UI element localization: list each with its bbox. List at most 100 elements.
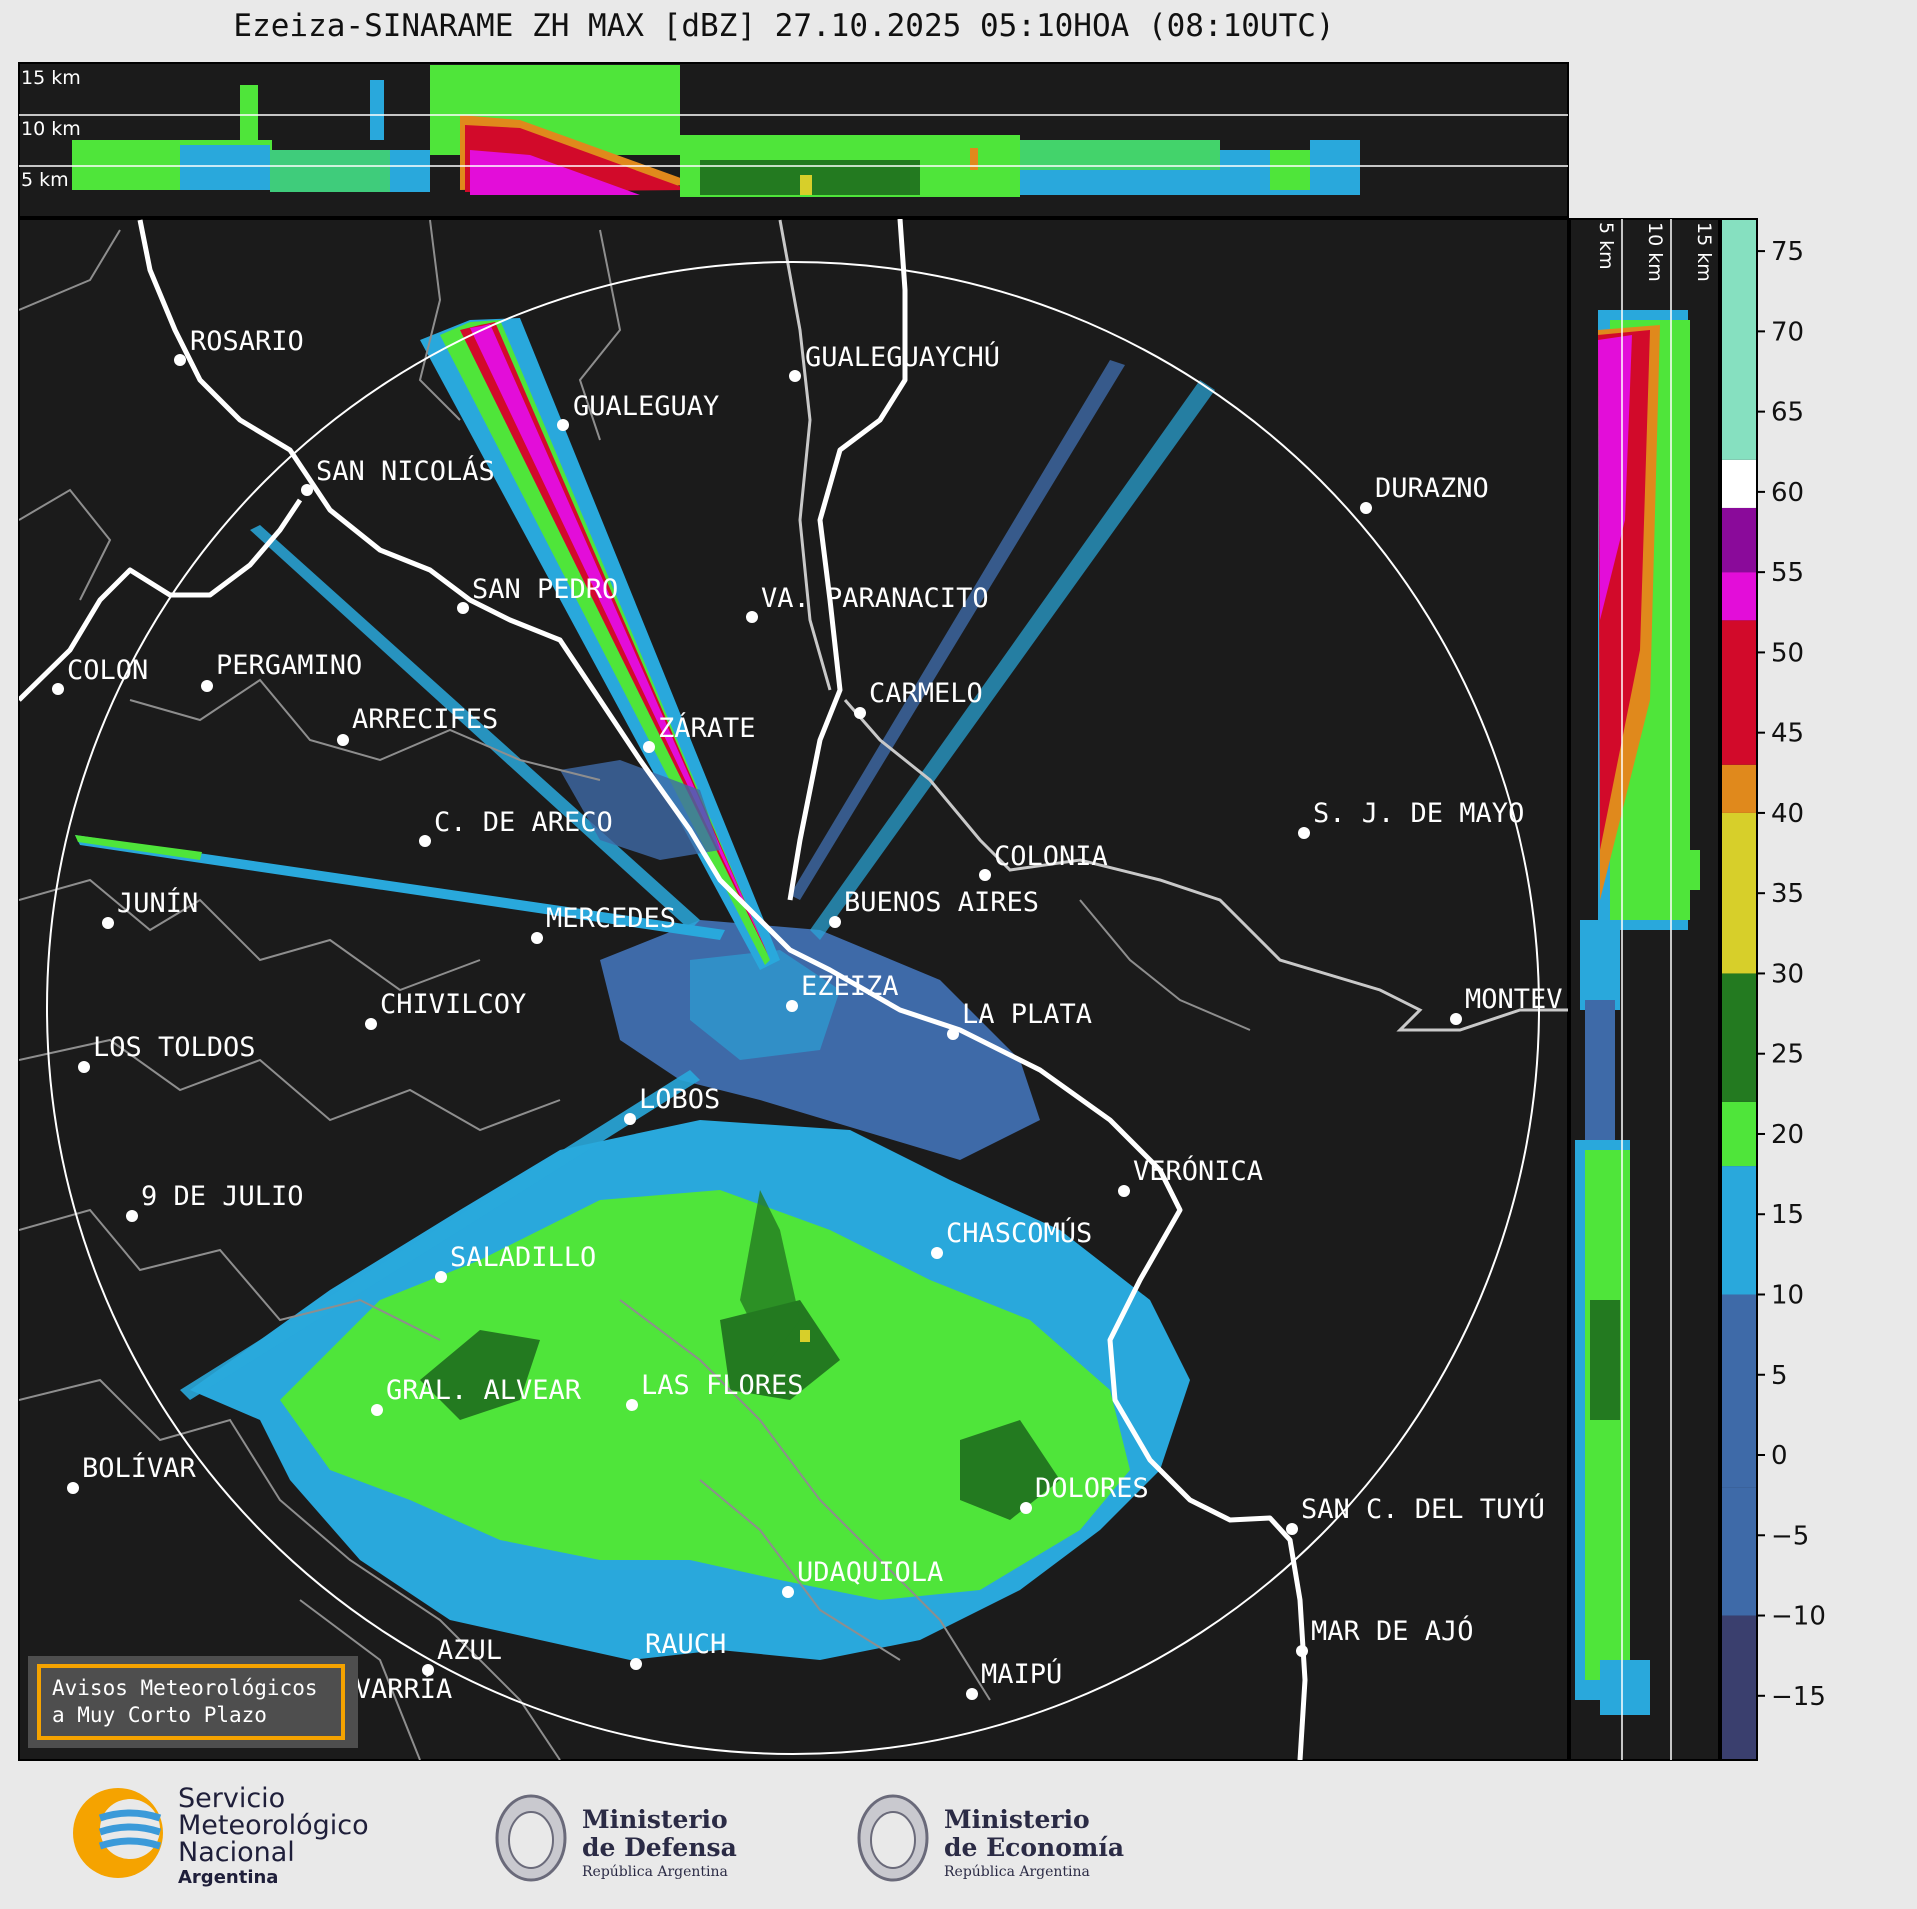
colorbar-tick-label: −5 (1771, 1521, 1809, 1551)
city-san-nicolas: SAN NICOLÁS (301, 455, 495, 496)
svg-text:República Argentina: República Argentina (944, 1864, 1090, 1880)
colorbar-band (1721, 507, 1757, 573)
svg-text:ROSARIO: ROSARIO (190, 326, 304, 357)
colorbar-band (1721, 1166, 1757, 1295)
city-carmelo: CARMELO (854, 678, 983, 719)
svg-text:C. DE ARECO: C. DE ARECO (434, 807, 613, 838)
svg-text:9 DE JULIO: 9 DE JULIO (141, 1181, 304, 1212)
svg-text:UDAQUIOLA: UDAQUIOLA (797, 1557, 943, 1588)
svg-text:MONTEV: MONTEV (1465, 984, 1563, 1015)
colorbar-tick-label: 75 (1771, 237, 1804, 267)
colorbar-band (1721, 620, 1757, 765)
city-ezeiza: EZEIZA (786, 971, 899, 1012)
svg-text:SAN C. DEL TUYÚ: SAN C. DEL TUYÚ (1301, 1493, 1545, 1525)
city-lobos: LOBOS (624, 1084, 720, 1125)
svg-text:S. J. DE MAYO: S. J. DE MAYO (1313, 798, 1524, 829)
city-markers: ROSARIO GUALEGUAYCHÚ GUALEGUAY SAN NICOL… (52, 326, 1563, 1715)
svg-text:BUENOS AIRES: BUENOS AIRES (844, 887, 1039, 918)
city-colonia: COLONIA (979, 841, 1108, 881)
colorbar-tick-label: 40 (1771, 799, 1804, 829)
city-buenos-aires: BUENOS AIRES (829, 887, 1039, 928)
city-chascomus: CHASCOMÚS (931, 1217, 1092, 1259)
city-azul: AZUL (422, 1635, 502, 1676)
city-mercedes: MERCEDES (531, 903, 676, 944)
city-arrecifes: ARRECIFES (337, 704, 498, 746)
city-bolivar: BOLÍVAR (67, 1452, 197, 1494)
city-gral-alvear: GRAL. ALVEAR (371, 1375, 582, 1416)
svg-text:BOLÍVAR: BOLÍVAR (82, 1452, 197, 1484)
colorbar-tick-label: −10 (1771, 1602, 1826, 1632)
city-montevideo: MONTEV (1450, 984, 1563, 1025)
top-km-label: 5 km (21, 169, 69, 191)
svg-text:DURAZNO: DURAZNO (1375, 473, 1489, 504)
top-cross-section-panel: 15 km 10 km 5 km (18, 62, 1569, 218)
svg-text:República Argentina: República Argentina (582, 1864, 728, 1880)
svg-text:MERCEDES: MERCEDES (546, 903, 676, 934)
colorbar-tick-label: 30 (1771, 959, 1804, 989)
page-title: Ezeiza-SINARAME ZH MAX [dBZ] 27.10.2025 … (233, 8, 1335, 44)
svg-text:Ministerio: Ministerio (582, 1805, 728, 1834)
side-km-label: 5 km (1595, 222, 1617, 270)
city-los-toldos: LOS TOLDOS (78, 1032, 256, 1073)
colorbar-band (1721, 1615, 1757, 1760)
colorbar-tick-label: 55 (1771, 558, 1804, 588)
svg-text:SAN PEDRO: SAN PEDRO (472, 574, 618, 605)
svg-text:DOLORES: DOLORES (1035, 1473, 1149, 1504)
svg-text:Ministerio: Ministerio (944, 1805, 1090, 1834)
colorbar-tick-label: 25 (1771, 1040, 1804, 1070)
city-9-de-julio: 9 DE JULIO (126, 1181, 304, 1222)
colorbar-tick-label: 60 (1771, 478, 1804, 508)
city-chivilcoy: CHIVILCOY (365, 989, 526, 1030)
svg-text:GUALEGUAYCHÚ: GUALEGUAYCHÚ (805, 341, 1000, 373)
svg-text:EZEIZA: EZEIZA (801, 971, 899, 1002)
colorbar-tick-label: 45 (1771, 719, 1804, 749)
svg-text:de Economía: de Economía (944, 1833, 1124, 1862)
top-km-label: 15 km (21, 67, 81, 89)
colorbar-band (1721, 219, 1757, 460)
svg-text:de Defensa: de Defensa (582, 1833, 737, 1862)
city-gualeguay: GUALEGUAY (557, 391, 719, 431)
city-udaquiola: UDAQUIOLA (782, 1557, 943, 1598)
svg-text:AZUL: AZUL (437, 1635, 502, 1666)
city-mar-de-ajo: MAR DE AJÓ (1296, 1615, 1474, 1657)
svg-text:CHASCOMÚS: CHASCOMÚS (946, 1217, 1092, 1249)
city-junin: JUNÍN (102, 887, 198, 929)
notice-line-2: a Muy Corto Plazo (52, 1703, 267, 1727)
svg-text:SALADILLO: SALADILLO (450, 1242, 596, 1273)
range-ring (46, 261, 1540, 1755)
svg-text:RAUCH: RAUCH (645, 1629, 726, 1660)
svg-text:MAIPÚ: MAIPÚ (981, 1658, 1062, 1690)
logo-ministerio-defensa: Ministerio de Defensa República Argentin… (495, 1794, 737, 1882)
svg-text:ZÁRATE: ZÁRATE (658, 712, 756, 744)
svg-text:Nacional: Nacional (178, 1837, 295, 1868)
svg-text:JUNÍN: JUNÍN (117, 887, 198, 919)
city-san-pedro: SAN PEDRO (457, 574, 618, 614)
city-c-de-areco: C. DE ARECO (419, 807, 613, 847)
city-maipu: MAIPÚ (966, 1658, 1062, 1700)
city-veronica: VERÓNICA (1118, 1155, 1263, 1197)
svg-text:LAS FLORES: LAS FLORES (641, 1370, 804, 1401)
svg-text:LOBOS: LOBOS (639, 1084, 720, 1115)
city-s-j-de-mayo: S. J. DE MAYO (1298, 798, 1524, 839)
svg-text:Servicio: Servicio (178, 1783, 285, 1814)
city-zarate: ZÁRATE (643, 712, 756, 753)
notice-line-1: Avisos Meteorológicos (52, 1676, 318, 1700)
city-la-plata: LA PLATA (947, 999, 1092, 1040)
svg-text:COLONIA: COLONIA (994, 841, 1108, 872)
colorbar-tick-label: 70 (1771, 317, 1804, 347)
colorbar-band (1721, 1487, 1757, 1616)
city-rauch: RAUCH (630, 1629, 726, 1670)
side-cross-section-panel: 5 km 10 km 15 km (1569, 218, 1720, 1761)
colorbar-tick-label: 5 (1771, 1361, 1788, 1391)
city-gualeguaychu: GUALEGUAYCHÚ (789, 341, 1000, 382)
colorbar-band (1721, 1294, 1757, 1488)
uruguay-coast (778, 219, 1568, 1032)
colorbar-tick-label: 65 (1771, 398, 1804, 428)
colorbar-band (1721, 764, 1757, 813)
side-km-label: 15 km (1693, 222, 1715, 282)
svg-text:SAN NICOLÁS: SAN NICOLÁS (316, 455, 495, 487)
logo-ministerio-economia: Ministerio de Economía República Argenti… (857, 1794, 1124, 1882)
svg-text:PERGAMINO: PERGAMINO (216, 650, 362, 681)
colorbar-tick-label: 15 (1771, 1200, 1804, 1230)
